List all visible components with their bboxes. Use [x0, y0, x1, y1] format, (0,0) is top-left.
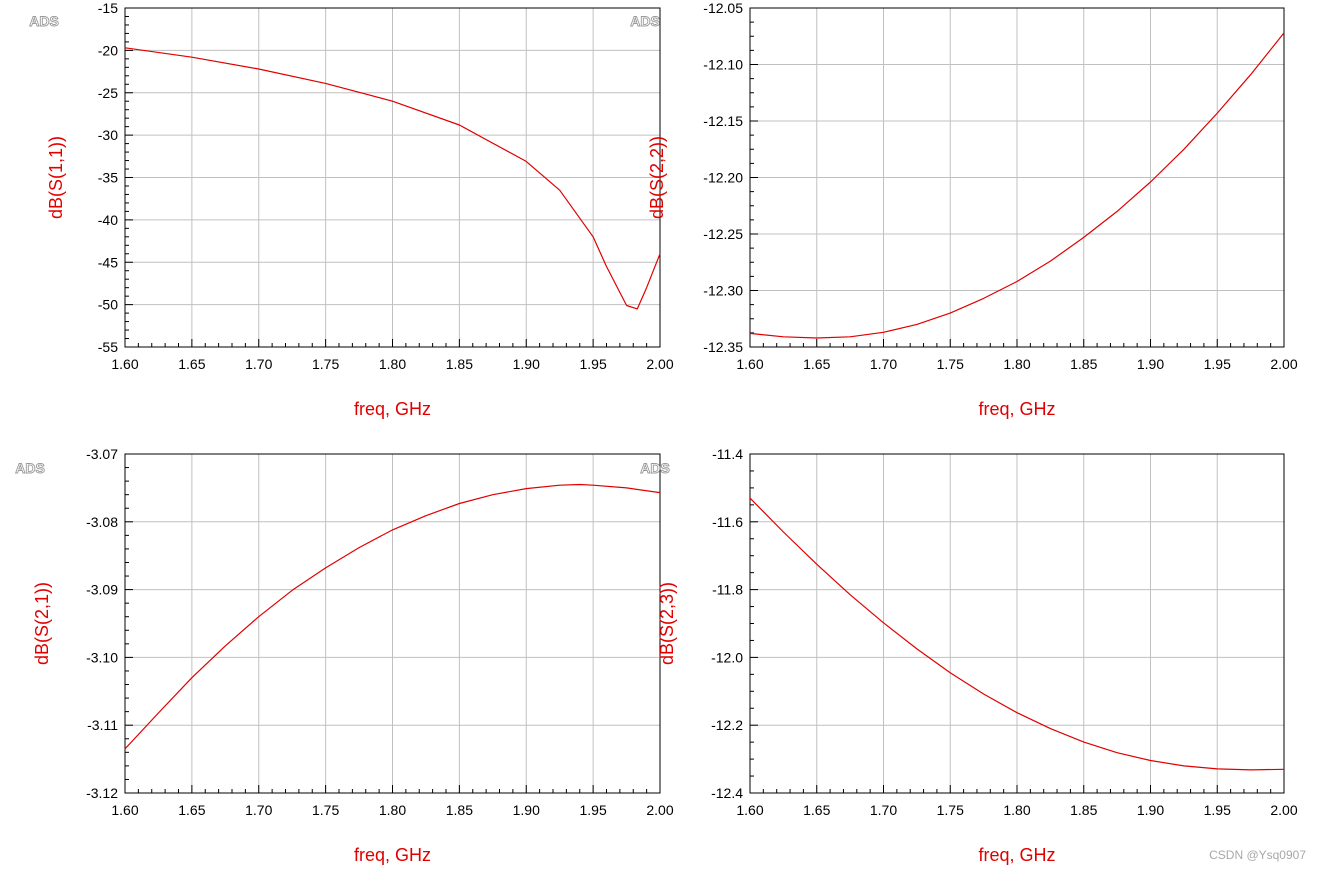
ads-brand-mark: ADS — [640, 460, 670, 476]
y-tick-label: -11.8 — [712, 582, 743, 598]
x-tick-label: 1.95 — [1204, 356, 1231, 372]
y-tick-label: -3.11 — [87, 717, 118, 733]
x-tick-label: 1.65 — [178, 802, 205, 818]
y-tick-label: -12.2 — [711, 717, 743, 733]
series-line — [124, 47, 661, 310]
y-tick-label: -50 — [98, 297, 118, 313]
series-line — [124, 483, 661, 750]
x-axis-title: freq, GHz — [978, 845, 1055, 865]
y-tick-label: -12.0 — [711, 649, 743, 665]
y-tick-label: -3.12 — [86, 785, 118, 801]
x-tick-label: 1.75 — [937, 356, 964, 372]
y-tick-label: -55 — [98, 339, 118, 355]
series-line — [749, 32, 1285, 339]
x-tick-label: 1.60 — [736, 356, 763, 372]
y-axis-title: dB(S(2,1)) — [32, 582, 52, 665]
y-tick-label: -12.15 — [703, 113, 743, 129]
x-tick-label: 1.90 — [1137, 802, 1164, 818]
y-tick-label: -12.25 — [703, 226, 743, 242]
x-tick-label: 2.00 — [646, 802, 673, 818]
y-tick-label: -12.35 — [703, 339, 743, 355]
x-tick-label: 1.80 — [379, 802, 406, 818]
x-tick-label: 2.00 — [646, 356, 673, 372]
x-axis-title: freq, GHz — [978, 399, 1055, 419]
x-tick-label: 1.75 — [312, 356, 339, 372]
ads-brand-mark: ADS — [630, 13, 660, 29]
y-tick-label: -3.07 — [86, 446, 118, 462]
x-tick-label: 1.65 — [803, 356, 830, 372]
y-tick-label: -3.09 — [86, 582, 118, 598]
x-tick-label: 1.65 — [178, 356, 205, 372]
watermark: CSDN @Ysq0907 — [1209, 848, 1306, 862]
y-axis-title: dB(S(2,2)) — [647, 136, 667, 219]
x-tick-label: 1.70 — [245, 356, 272, 372]
x-axis-title: freq, GHz — [354, 845, 431, 865]
x-tick-label: 1.90 — [513, 356, 540, 372]
x-tick-label: 1.95 — [580, 802, 607, 818]
chart-2: 1.60 1.65 1.70 1.75 1.80 1.85 1.90 1.95 2.00 -12.… — [630, 0, 1298, 419]
x-tick-label: 1.70 — [870, 356, 897, 372]
y-axis-title: dB(S(2,3)) — [657, 582, 677, 665]
x-tick-label: 1.60 — [111, 802, 138, 818]
x-tick-label: 1.75 — [312, 802, 339, 818]
x-tick-label: 2.00 — [1270, 356, 1297, 372]
y-tick-label: -30 — [98, 127, 118, 143]
x-tick-label: 1.90 — [513, 802, 540, 818]
ads-brand-mark: ADS — [29, 13, 59, 29]
y-tick-label: -11.4 — [712, 446, 743, 462]
chart-1: 1.60 1.65 1.70 1.75 1.80 1.85 1.90 1.95 2.00 -15 -… — [29, 0, 674, 419]
x-tick-label: 1.80 — [1003, 802, 1030, 818]
x-tick-label: 1.90 — [1137, 356, 1164, 372]
y-tick-label: -3.10 — [86, 649, 118, 665]
y-axis-title: dB(S(1,1)) — [46, 136, 66, 219]
x-tick-label: 1.85 — [446, 802, 473, 818]
chart-3: 1.60 1.65 1.70 1.75 1.80 1.85 1.90 1.95 2.00 -3.0… — [15, 446, 674, 865]
ads-brand-mark: ADS — [15, 460, 45, 476]
x-tick-label: 1.85 — [1070, 802, 1097, 818]
x-tick-label: 1.75 — [937, 802, 964, 818]
y-tick-label: -12.4 — [711, 785, 743, 801]
x-tick-label: 1.70 — [245, 802, 272, 818]
x-tick-label: 1.85 — [446, 356, 473, 372]
x-tick-label: 2.00 — [1270, 802, 1297, 818]
y-tick-label: -15 — [98, 0, 118, 16]
y-tick-label: -12.20 — [703, 170, 743, 186]
y-tick-label: -11.6 — [712, 514, 743, 530]
y-tick-label: -12.30 — [703, 283, 743, 299]
y-tick-label: -25 — [98, 85, 118, 101]
y-tick-label: -20 — [98, 42, 118, 58]
y-tick-label: -45 — [98, 254, 118, 270]
y-tick-label: -35 — [98, 170, 118, 186]
x-tick-label: 1.60 — [736, 802, 763, 818]
y-tick-label: -3.08 — [86, 514, 118, 530]
series-line — [749, 497, 1285, 771]
y-tick-label: -40 — [98, 212, 118, 228]
x-tick-label: 1.70 — [870, 802, 897, 818]
x-axis-title: freq, GHz — [354, 399, 431, 419]
x-tick-label: 1.80 — [379, 356, 406, 372]
x-tick-label: 1.65 — [803, 802, 830, 818]
x-tick-label: 1.85 — [1070, 356, 1097, 372]
x-tick-label: 1.80 — [1003, 356, 1030, 372]
x-tick-label: 1.95 — [1204, 802, 1231, 818]
x-tick-label: 1.95 — [580, 356, 607, 372]
x-tick-label: 1.60 — [111, 356, 138, 372]
y-tick-label: -12.05 — [703, 0, 743, 16]
y-tick-label: -12.10 — [703, 57, 743, 73]
chart-4: 1.60 1.65 1.70 1.75 1.80 1.85 1.90 1.95 2.00 -11.… — [640, 446, 1298, 865]
